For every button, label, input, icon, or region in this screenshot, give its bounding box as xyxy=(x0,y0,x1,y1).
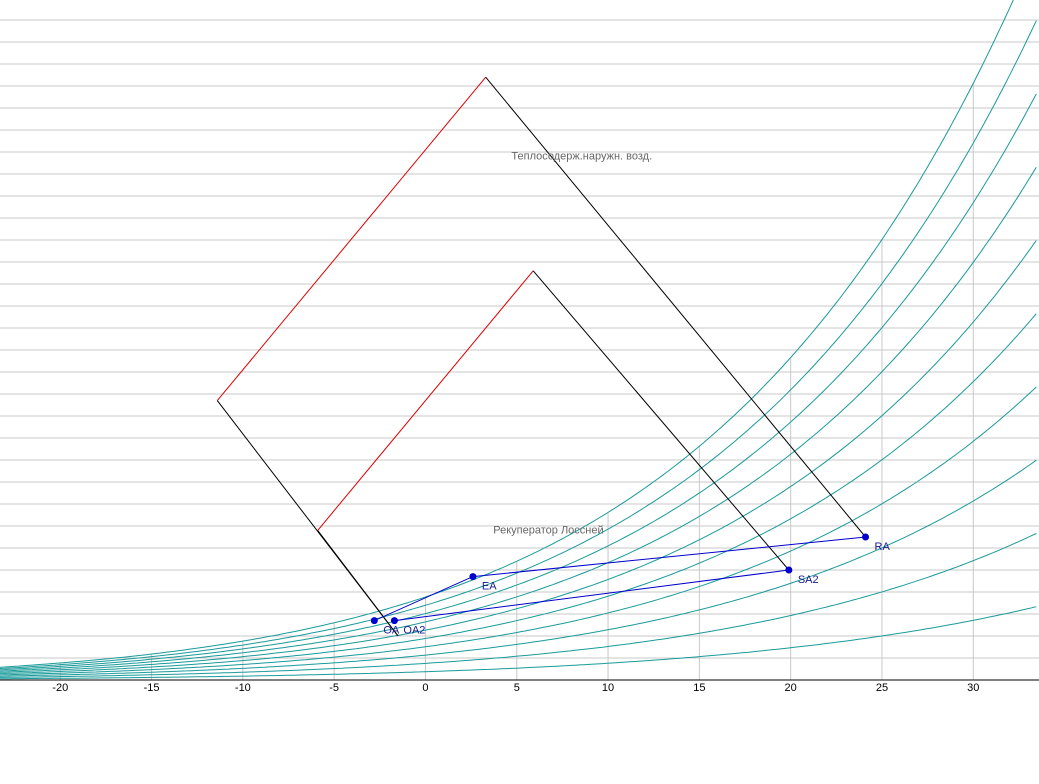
point-label-SA2: SA2 xyxy=(798,574,819,586)
rh-curve-40 xyxy=(0,386,1037,676)
enthalpy-edge xyxy=(317,270,534,531)
rh-curve-20 xyxy=(0,533,1037,678)
x-tick-label: 5 xyxy=(514,682,520,694)
point-label-EA: EA xyxy=(482,581,497,593)
x-tick-label: -5 xyxy=(329,682,339,694)
annotation-boxes: Теплосодерж.наружн. возд. Рекуператор Лос… xyxy=(216,76,866,637)
point-label-OA: OA xyxy=(383,625,400,637)
rh-curve-50 xyxy=(0,313,1037,675)
box-edge xyxy=(485,76,866,538)
grid-lines xyxy=(0,19,1039,680)
box-edge xyxy=(317,530,399,637)
box-edge xyxy=(532,270,790,571)
process-line-OA2-SA2 xyxy=(394,569,789,622)
point-label-RA: RA xyxy=(875,541,891,553)
x-axis-ticks: -20 -15 -10 -5 0 5 10 15 20 25 30 xyxy=(52,682,979,694)
rh-curve-100 xyxy=(0,0,1014,668)
x-tick-label: 30 xyxy=(967,682,979,694)
x-tick-label: 10 xyxy=(602,682,614,694)
rh-curve-60 xyxy=(0,240,1037,673)
point-label-OA2: OA2 xyxy=(403,625,425,637)
rh-curve-30 xyxy=(0,459,1037,677)
point-RA xyxy=(862,533,870,541)
humidity-curves xyxy=(0,0,1037,680)
point-SA2 xyxy=(785,566,793,574)
rh-curve-10 xyxy=(0,606,1037,680)
process-lines xyxy=(374,536,866,622)
enthalpy-edge xyxy=(216,76,487,401)
x-tick-label: 25 xyxy=(876,682,888,694)
point-OA xyxy=(370,617,378,625)
annotation-label: Рекуператор Лоссней xyxy=(493,524,603,536)
rh-curve-70 xyxy=(0,166,1037,672)
rh-curve-90 xyxy=(0,20,1037,669)
point-OA2 xyxy=(390,617,398,625)
state-points: OA OA2 EA SA2 RA xyxy=(370,533,891,637)
process-line-EA-RA xyxy=(472,536,866,578)
annotation-label: Теплосодерж.наружн. возд. xyxy=(511,151,652,163)
x-tick-label: 15 xyxy=(693,682,705,694)
x-tick-label: -10 xyxy=(235,682,251,694)
x-tick-label: -15 xyxy=(144,682,160,694)
x-tick-label: 20 xyxy=(785,682,797,694)
rh-curve-80 xyxy=(0,93,1037,671)
x-tick-label: -20 xyxy=(52,682,68,694)
point-EA xyxy=(469,573,477,581)
x-tick-label: 0 xyxy=(422,682,428,694)
process-line-OA-EA xyxy=(374,576,474,622)
